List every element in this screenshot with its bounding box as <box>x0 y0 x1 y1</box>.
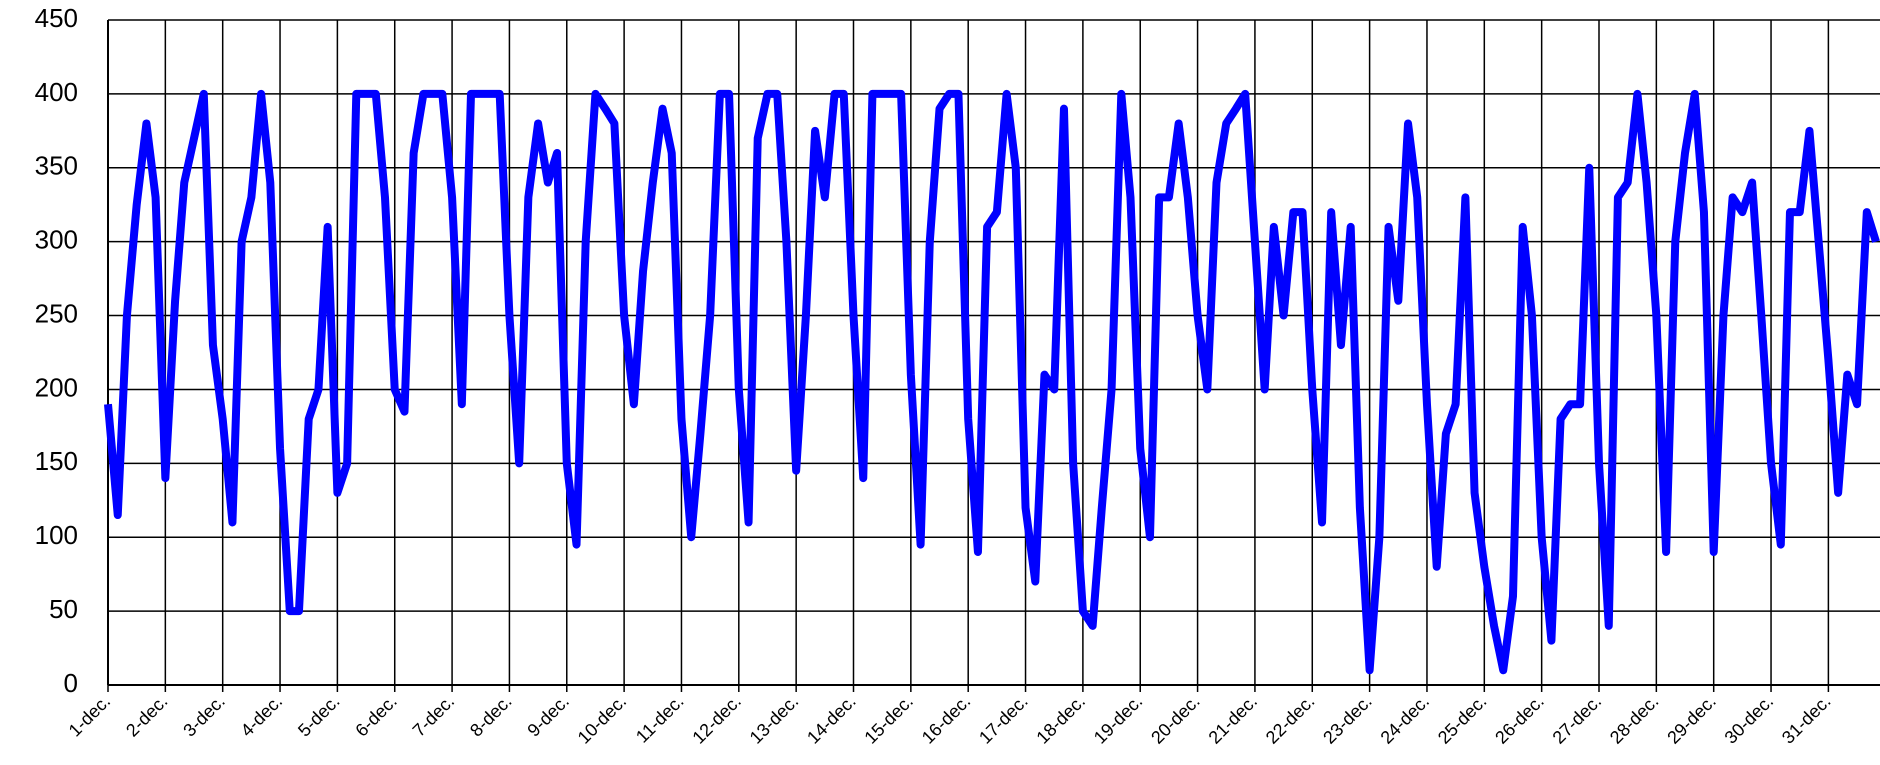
y-tick-label: 50 <box>49 594 78 624</box>
y-tick-label: 400 <box>35 77 78 107</box>
x-tick-label: 22-dec. <box>1262 691 1319 748</box>
x-tick-label: 14-dec. <box>803 691 860 748</box>
data-line <box>104 89 1880 675</box>
x-tick-label: 28-dec. <box>1606 691 1663 748</box>
x-tick-label: 4-dec. <box>237 691 287 741</box>
x-tick-label: 9-dec. <box>523 691 573 741</box>
x-tick-label: 26-dec. <box>1491 691 1548 748</box>
x-tick-label: 8-dec. <box>466 691 516 741</box>
x-tick-label: 25-dec. <box>1434 691 1491 748</box>
y-tick-label: 200 <box>35 372 78 402</box>
x-tick-label: 24-dec. <box>1377 691 1434 748</box>
y-tick-label: 150 <box>35 446 78 476</box>
y-tick-label: 350 <box>35 151 78 181</box>
x-tick-label: 19-dec. <box>1090 691 1147 748</box>
x-tick-label: 7-dec. <box>409 691 459 741</box>
x-tick-label: 13-dec. <box>746 691 803 748</box>
y-tick-label: 250 <box>35 298 78 328</box>
x-tick-label: 30-dec. <box>1721 691 1778 748</box>
x-tick-label: 18-dec. <box>1032 691 1089 748</box>
x-tick-label: 6-dec. <box>351 691 401 741</box>
y-tick-label: 300 <box>35 225 78 255</box>
x-tick-label: 20-dec. <box>1147 691 1204 748</box>
x-tick-label: 17-dec. <box>975 691 1032 748</box>
x-tick-label: 15-dec. <box>860 691 917 748</box>
x-tick-label: 5-dec. <box>294 691 344 741</box>
x-tick-label: 12-dec. <box>688 691 745 748</box>
x-tick-label: 29-dec. <box>1663 691 1720 748</box>
x-tick-label: 27-dec. <box>1549 691 1606 748</box>
y-tick-label: 450 <box>35 3 78 33</box>
y-tick-label: 0 <box>64 668 78 698</box>
x-tick-label: 31-dec. <box>1778 691 1835 748</box>
x-tick-label: 1-dec. <box>65 691 115 741</box>
x-tick-label: 10-dec. <box>574 691 631 748</box>
x-tick-label: 23-dec. <box>1319 691 1376 748</box>
x-tick-label: 2-dec. <box>122 691 172 741</box>
x-tick-label: 16-dec. <box>918 691 975 748</box>
x-tick-label: 11-dec. <box>632 691 688 747</box>
x-tick-label: 21-dec. <box>1205 691 1262 748</box>
y-tick-label: 100 <box>35 520 78 550</box>
x-tick-label: 3-dec. <box>179 691 229 741</box>
